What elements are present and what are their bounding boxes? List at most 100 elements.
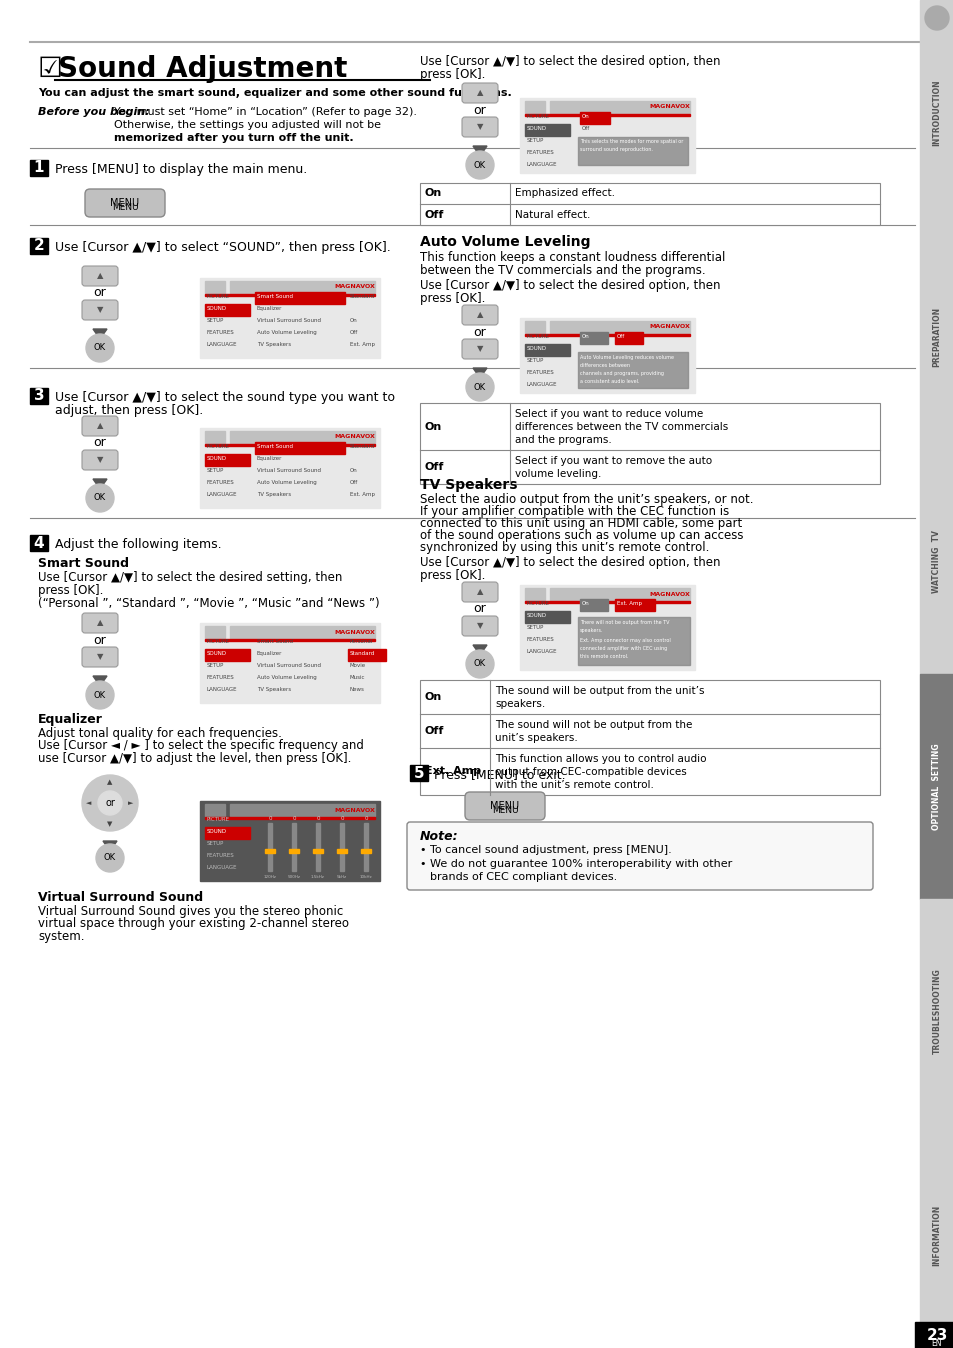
FancyBboxPatch shape (461, 582, 497, 603)
Text: or: or (93, 634, 107, 647)
Text: OK: OK (474, 383, 485, 391)
Text: SOUND: SOUND (526, 346, 547, 350)
Text: The sound will be output from the unit’s: The sound will be output from the unit’s (495, 686, 703, 696)
Text: 2: 2 (33, 239, 45, 253)
Text: ▲: ▲ (476, 310, 483, 319)
Text: unit’s speakers.: unit’s speakers. (495, 733, 578, 743)
Bar (419, 403, 879, 484)
Text: On: On (424, 189, 442, 198)
Circle shape (86, 681, 113, 709)
Bar (348, 648, 386, 661)
Text: MENU: MENU (491, 806, 517, 816)
FancyBboxPatch shape (85, 189, 165, 217)
Bar (205, 639, 375, 642)
Text: On: On (581, 601, 589, 607)
Text: PICTURE: PICTURE (207, 817, 230, 822)
Text: PICTURE: PICTURE (526, 115, 550, 119)
Text: SOUND: SOUND (526, 613, 547, 617)
FancyBboxPatch shape (464, 793, 544, 820)
Bar (919, 674, 953, 899)
Text: Virtual Surround Sound: Virtual Surround Sound (256, 468, 320, 473)
Bar (205, 625, 225, 638)
Text: 4: 4 (33, 535, 44, 550)
Text: FEATURES: FEATURES (207, 330, 234, 336)
Text: SETUP: SETUP (526, 625, 544, 630)
Text: MAGNAVOX: MAGNAVOX (648, 105, 689, 109)
Bar (524, 601, 689, 603)
Text: PICTURE: PICTURE (207, 443, 230, 449)
Text: LANGUAGE: LANGUAGE (207, 342, 237, 346)
Bar (579, 599, 607, 611)
Text: Select the audio output from the unit’s speakers, or not.: Select the audio output from the unit’s … (419, 493, 753, 506)
Text: or: or (105, 798, 114, 807)
Text: ▲: ▲ (96, 619, 103, 628)
Text: 10kHz: 10kHz (359, 875, 372, 879)
Text: Ext. Amp: Ext. Amp (350, 342, 375, 346)
Text: connected amplifier with CEC using: connected amplifier with CEC using (579, 646, 666, 651)
Text: OK: OK (93, 493, 106, 503)
Text: SETUP: SETUP (207, 468, 224, 473)
Circle shape (924, 5, 948, 30)
Circle shape (86, 484, 113, 512)
Text: Virtual Surround Sound: Virtual Surround Sound (256, 663, 320, 669)
Text: press [OK].: press [OK]. (419, 569, 485, 582)
Text: Movie: Movie (350, 663, 366, 669)
Bar (550, 321, 689, 333)
Polygon shape (103, 841, 117, 851)
Bar (615, 599, 655, 611)
Circle shape (465, 373, 494, 400)
Text: Use [Cursor ▲/▼] to select the sound type you want to: Use [Cursor ▲/▼] to select the sound typ… (55, 391, 395, 404)
Bar (919, 449, 953, 674)
FancyBboxPatch shape (461, 117, 497, 137)
Text: with the unit’s remote control.: with the unit’s remote control. (495, 780, 653, 790)
Bar (205, 454, 250, 466)
Text: Press [MENU] to display the main menu.: Press [MENU] to display the main menu. (55, 163, 307, 177)
Text: PICTURE: PICTURE (207, 639, 230, 644)
Text: ▼: ▼ (96, 306, 103, 314)
Bar (519, 318, 695, 394)
Circle shape (96, 844, 124, 872)
Text: SETUP: SETUP (207, 318, 224, 324)
Text: SOUND: SOUND (207, 651, 227, 656)
Bar (524, 124, 569, 136)
Text: Use [Cursor ▲/▼] to select the desired setting, then: Use [Cursor ▲/▼] to select the desired s… (38, 572, 342, 584)
Text: LANGUAGE: LANGUAGE (207, 865, 237, 869)
Text: 0: 0 (292, 816, 295, 821)
Text: of the sound operations such as volume up can access: of the sound operations such as volume u… (419, 528, 742, 542)
Text: SOUND: SOUND (207, 456, 227, 461)
Text: Equalizer: Equalizer (38, 713, 103, 727)
Bar (205, 648, 250, 661)
Bar (200, 801, 379, 882)
Text: SETUP: SETUP (526, 137, 544, 143)
Polygon shape (92, 329, 107, 338)
Text: LANGUAGE: LANGUAGE (526, 648, 557, 654)
Text: Auto Volume Leveling reduces volume: Auto Volume Leveling reduces volume (579, 355, 673, 360)
Bar (265, 849, 274, 853)
Text: Smart Sound: Smart Sound (256, 443, 293, 449)
FancyBboxPatch shape (407, 822, 872, 890)
Bar (364, 824, 368, 871)
Text: ▼: ▼ (476, 123, 483, 132)
FancyBboxPatch shape (82, 450, 118, 470)
Text: MAGNAVOX: MAGNAVOX (648, 325, 689, 329)
Text: ▼: ▼ (96, 652, 103, 662)
Text: Off: Off (424, 727, 444, 736)
Text: MAGNAVOX: MAGNAVOX (334, 807, 375, 813)
Text: Before you begin:: Before you begin: (38, 106, 150, 117)
Text: Use [Cursor ◄ / ► ] to select the specific frequency and: Use [Cursor ◄ / ► ] to select the specif… (38, 739, 363, 752)
Text: 5kHz: 5kHz (336, 875, 347, 879)
Text: Auto Volume Leveling: Auto Volume Leveling (256, 330, 316, 336)
Text: ▲: ▲ (96, 271, 103, 280)
Bar (919, 899, 953, 1123)
Circle shape (98, 791, 122, 816)
Text: PICTURE: PICTURE (526, 601, 550, 607)
Bar (30, 239, 48, 253)
FancyBboxPatch shape (82, 266, 118, 286)
Text: speakers.: speakers. (579, 628, 603, 634)
Text: differences between: differences between (579, 363, 629, 368)
Text: Personal: Personal (350, 639, 373, 644)
Text: SETUP: SETUP (207, 841, 224, 847)
Text: ▲: ▲ (476, 89, 483, 97)
Bar (519, 585, 695, 670)
Bar (205, 294, 375, 297)
